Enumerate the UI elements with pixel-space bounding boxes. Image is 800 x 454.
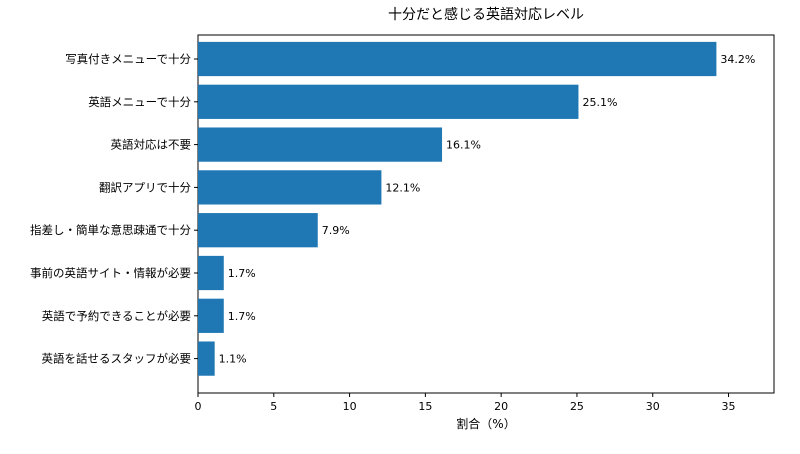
- data-label: 16.1%: [446, 139, 481, 152]
- y-tick-label: 翻訳アプリで十分: [99, 180, 191, 194]
- data-label: 1.7%: [228, 310, 256, 323]
- y-axis: 写真付きメニューで十分英語メニューで十分英語対応は不要翻訳アプリで十分指差し・簡…: [30, 52, 198, 366]
- y-tick-label: 事前の英語サイト・情報が必要: [30, 266, 191, 280]
- x-axis-label: 割合（%）: [456, 416, 515, 431]
- bar: [198, 170, 382, 205]
- bar: [198, 127, 443, 162]
- x-tick-label: 10: [343, 400, 357, 413]
- bar: [198, 255, 224, 291]
- y-tick-label: 英語対応は不要: [111, 138, 192, 152]
- bar: [198, 341, 215, 376]
- y-tick-label: 英語メニューで十分: [88, 95, 191, 109]
- bars-layer: 34.2% 25.1% 16.1% 12.1% 7.9% 1.7% 1.7% 1.1%: [198, 41, 755, 376]
- x-tick-label: 0: [195, 400, 202, 413]
- data-label: 1.1%: [219, 353, 247, 366]
- bar: [198, 41, 717, 77]
- y-tick-label: 英語を話せるスタッフが必要: [42, 352, 192, 366]
- x-tick-label: 15: [418, 400, 432, 413]
- data-label: 25.1%: [582, 96, 617, 109]
- bar: [198, 84, 579, 119]
- data-label: 12.1%: [385, 181, 420, 194]
- x-tick-label: 25: [570, 400, 584, 413]
- x-tick-label: 35: [722, 400, 736, 413]
- chart-title: 十分だと感じる英語対応レベル: [388, 6, 584, 23]
- data-label: 1.7%: [228, 267, 256, 280]
- data-label: 34.2%: [720, 53, 755, 66]
- bar: [198, 298, 224, 333]
- x-axis: 0 5 10 15 20 25 30 35: [195, 393, 736, 413]
- x-tick-label: 30: [646, 400, 660, 413]
- y-tick-label: 写真付きメニューで十分: [65, 52, 191, 66]
- x-tick-label: 20: [494, 400, 508, 413]
- bar: [198, 213, 318, 248]
- x-tick-label: 5: [270, 400, 277, 413]
- y-tick-label: 指差し・簡単な意思疎通で十分: [30, 223, 191, 237]
- y-tick-label: 英語で予約できることが必要: [42, 309, 191, 323]
- data-label: 7.9%: [322, 224, 350, 237]
